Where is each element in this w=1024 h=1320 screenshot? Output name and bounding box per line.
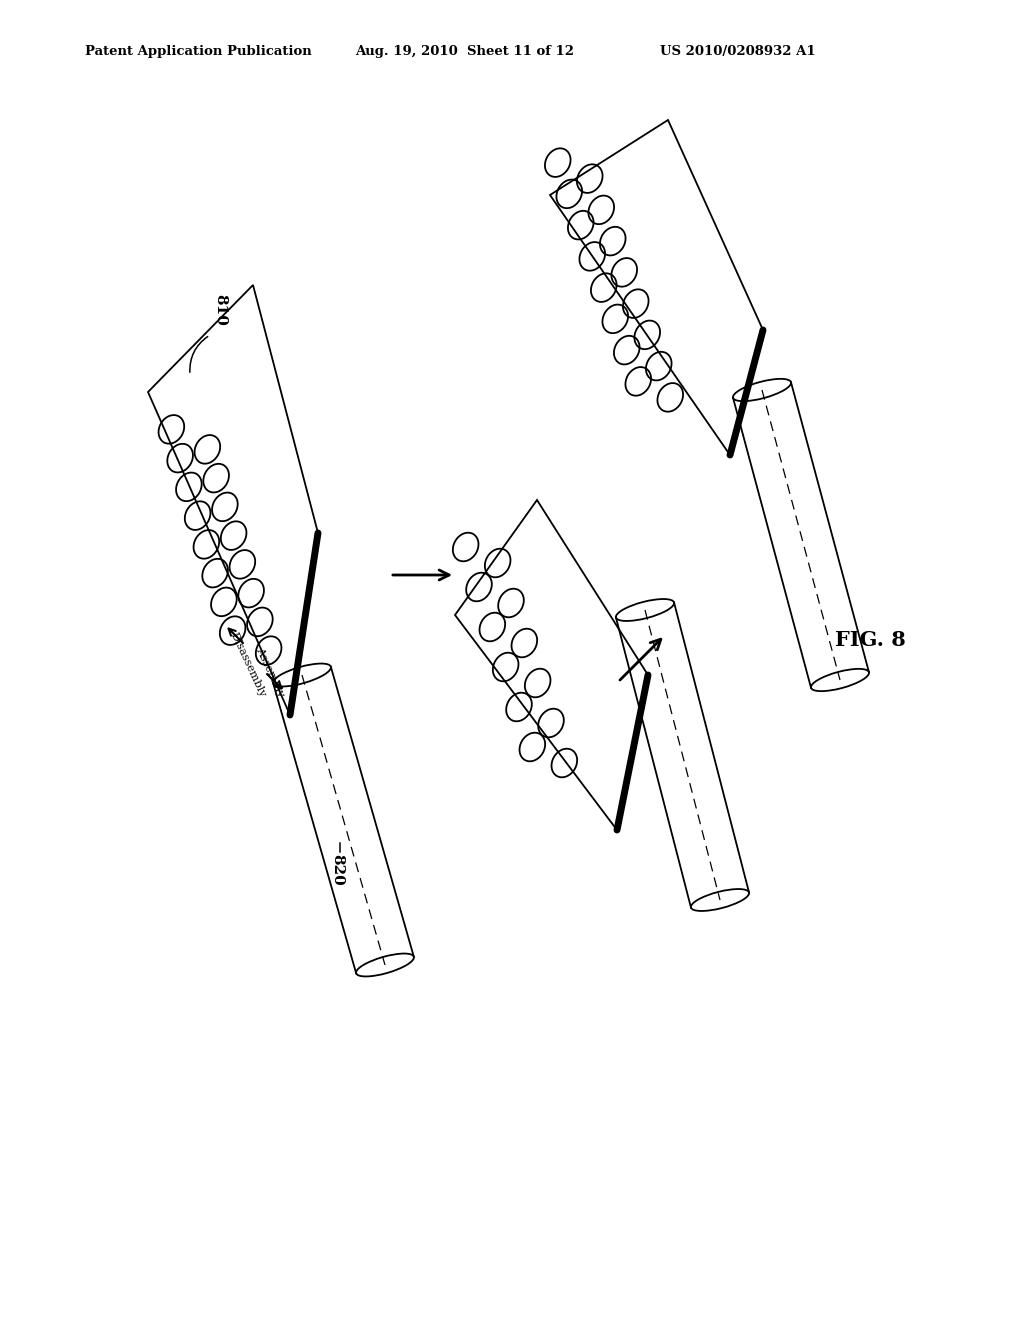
Polygon shape	[148, 285, 318, 715]
Polygon shape	[550, 120, 763, 455]
Text: US 2010/0208932 A1: US 2010/0208932 A1	[660, 45, 816, 58]
Text: Patent Application Publication: Patent Application Publication	[85, 45, 311, 58]
Text: Aug. 19, 2010  Sheet 11 of 12: Aug. 19, 2010 Sheet 11 of 12	[355, 45, 574, 58]
Polygon shape	[455, 500, 648, 830]
Text: FIG. 8: FIG. 8	[835, 630, 906, 649]
Text: 810: 810	[213, 294, 227, 326]
Text: Disassembly: Disassembly	[228, 631, 267, 700]
Text: 820: 820	[330, 854, 344, 886]
Text: Assembly: Assembly	[254, 645, 286, 698]
